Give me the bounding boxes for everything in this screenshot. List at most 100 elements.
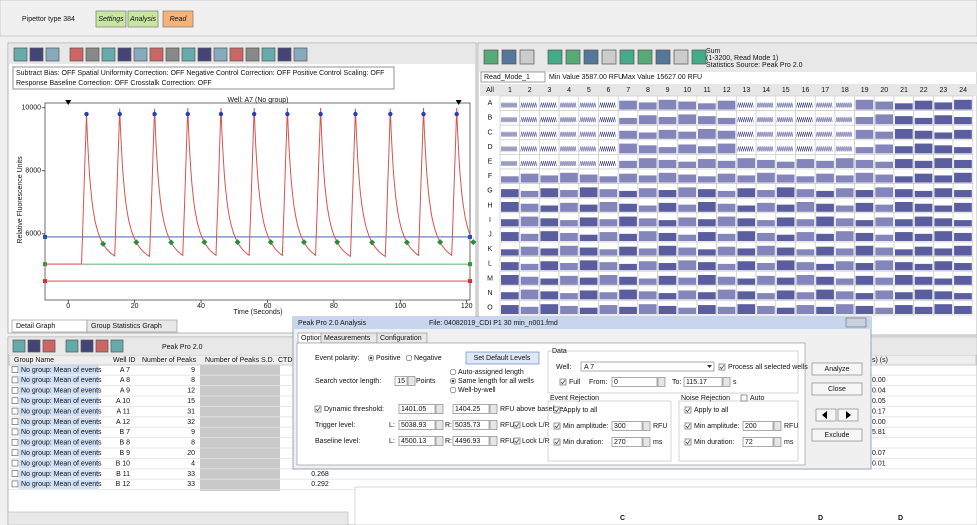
- input-value[interactable]: 1401.05: [401, 406, 426, 413]
- input-value[interactable]: 300: [614, 423, 626, 430]
- row-header[interactable]: B: [488, 115, 493, 122]
- button[interactable]: [811, 382, 863, 396]
- column-header[interactable]: 6: [607, 87, 611, 94]
- tool-icon[interactable]: [95, 339, 109, 353]
- checkbox[interactable]: [718, 363, 726, 371]
- spinner[interactable]: [489, 404, 498, 414]
- mode-button-label[interactable]: Settings: [98, 16, 124, 23]
- tool-icon[interactable]: [483, 49, 499, 65]
- tool-icon[interactable]: [293, 47, 308, 62]
- spinner[interactable]: [435, 420, 444, 430]
- column-header[interactable]: 10: [683, 87, 691, 94]
- tool-icon[interactable]: [691, 49, 707, 65]
- tool-icon[interactable]: [149, 47, 164, 62]
- column-header[interactable]: 9: [666, 87, 670, 94]
- column-header[interactable]: 17: [821, 87, 829, 94]
- tool-icon[interactable]: [117, 47, 132, 62]
- checkbox[interactable]: [513, 437, 521, 445]
- tool-icon[interactable]: [583, 49, 599, 65]
- button[interactable]: [811, 362, 863, 376]
- tool-icon[interactable]: [673, 49, 689, 65]
- spinner[interactable]: [773, 421, 782, 431]
- row-header[interactable]: E: [488, 159, 493, 166]
- column-header[interactable]: 22: [920, 87, 928, 94]
- checkbox[interactable]: [314, 405, 322, 413]
- expand-toggle[interactable]: [11, 449, 19, 457]
- row-header[interactable]: M: [487, 275, 493, 282]
- expand-toggle[interactable]: [11, 366, 19, 373]
- input-value[interactable]: 200: [745, 423, 757, 430]
- column-header[interactable]: 24: [959, 87, 967, 94]
- input-value[interactable]: 1404.25: [455, 406, 480, 413]
- input-value[interactable]: 5035.73: [455, 422, 480, 429]
- row-header[interactable]: F: [488, 173, 492, 180]
- checkbox[interactable]: [559, 378, 567, 386]
- column-header[interactable]: 4: [567, 87, 571, 94]
- column-header[interactable]: 18: [841, 87, 849, 94]
- checkbox[interactable]: [684, 406, 692, 414]
- spinner[interactable]: [435, 436, 444, 446]
- tool-icon[interactable]: [65, 339, 79, 353]
- tool-icon[interactable]: [181, 47, 196, 62]
- column-header[interactable]: 16: [802, 87, 810, 94]
- tool-icon[interactable]: [245, 47, 260, 62]
- row-header[interactable]: I: [489, 217, 491, 224]
- expand-toggle[interactable]: [11, 407, 19, 415]
- row-header[interactable]: L: [488, 261, 492, 268]
- row-header[interactable]: N: [487, 290, 492, 297]
- tool-icon[interactable]: [277, 47, 292, 62]
- spinner[interactable]: [773, 437, 782, 447]
- input-value[interactable]: 72: [745, 439, 753, 446]
- column-header[interactable]: 21: [900, 87, 908, 94]
- row-header[interactable]: D: [487, 144, 492, 151]
- input[interactable]: [452, 404, 490, 414]
- spinner[interactable]: [722, 377, 731, 387]
- row-header[interactable]: O: [487, 305, 493, 312]
- button[interactable]: [465, 351, 540, 365]
- tool-icon[interactable]: [229, 47, 244, 62]
- column-header[interactable]: 5: [587, 87, 591, 94]
- button-label[interactable]: Set Default Levels: [474, 355, 531, 362]
- tab-label[interactable]: Group Statistics Graph: [91, 323, 162, 330]
- input[interactable]: [398, 404, 436, 414]
- button-label[interactable]: Exclude: [825, 432, 850, 439]
- expand-toggle[interactable]: [11, 418, 19, 425]
- tool-icon[interactable]: [197, 47, 212, 62]
- spinner[interactable]: [435, 404, 444, 414]
- input-value[interactable]: 5038.93: [401, 422, 426, 429]
- tool-icon[interactable]: [110, 339, 124, 353]
- checkbox[interactable]: [553, 438, 561, 446]
- tool-icon[interactable]: [12, 339, 26, 353]
- tool-icon[interactable]: [85, 47, 100, 62]
- column-header[interactable]: 15: [782, 87, 790, 94]
- input-value[interactable]: 270: [614, 439, 626, 446]
- checkbox[interactable]: [684, 438, 692, 446]
- tab-label[interactable]: Options: [301, 335, 326, 342]
- tool-icon[interactable]: [29, 47, 44, 62]
- tool-icon[interactable]: [261, 47, 276, 62]
- spinner[interactable]: [642, 421, 651, 431]
- row-header[interactable]: K: [488, 246, 493, 253]
- column-header[interactable]: 3: [547, 87, 551, 94]
- input[interactable]: [683, 377, 723, 387]
- tool-icon[interactable]: [519, 49, 535, 65]
- column-header[interactable]: 1: [508, 87, 512, 94]
- radio[interactable]: [449, 368, 457, 376]
- expand-toggle[interactable]: [11, 428, 19, 436]
- button[interactable]: [811, 428, 863, 442]
- spinner[interactable]: [489, 436, 498, 446]
- tab-label[interactable]: Configuration: [380, 335, 422, 342]
- tool-icon[interactable]: [133, 47, 148, 62]
- mode-button[interactable]: [95, 10, 127, 28]
- input[interactable]: [611, 377, 658, 387]
- input[interactable]: [452, 420, 490, 430]
- column-header[interactable]: 19: [861, 87, 869, 94]
- column-header[interactable]: 7: [626, 87, 630, 94]
- corner-label[interactable]: All: [486, 87, 494, 94]
- tool-icon[interactable]: [637, 49, 653, 65]
- input[interactable]: [611, 421, 643, 431]
- input-value[interactable]: 15: [397, 378, 405, 385]
- input[interactable]: [398, 420, 436, 430]
- checkbox[interactable]: [553, 406, 561, 414]
- column-header[interactable]: 12: [723, 87, 731, 94]
